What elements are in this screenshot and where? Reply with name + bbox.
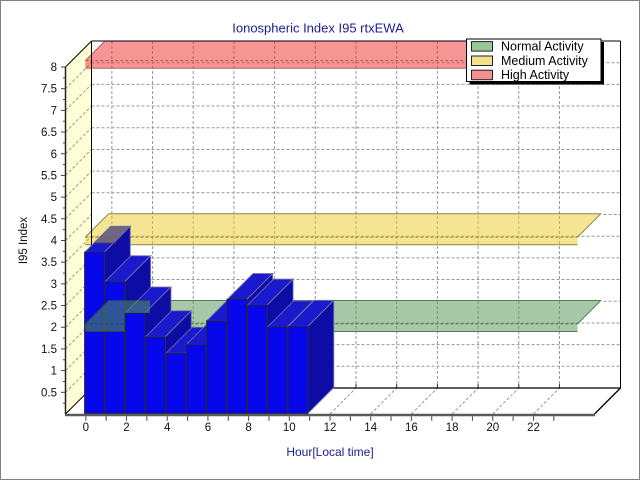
svg-text:5: 5 — [51, 192, 57, 204]
svg-text:Medium Activity: Medium Activity — [501, 54, 589, 68]
svg-text:20: 20 — [486, 422, 499, 434]
svg-text:18: 18 — [446, 422, 459, 434]
svg-text:1.5: 1.5 — [41, 344, 57, 356]
svg-text:3.5: 3.5 — [41, 257, 57, 269]
svg-text:3: 3 — [51, 279, 57, 291]
svg-text:I95 Index: I95 Index — [18, 217, 30, 265]
svg-text:2.5: 2.5 — [41, 301, 57, 313]
svg-text:1: 1 — [51, 366, 57, 378]
svg-text:0.5: 0.5 — [41, 387, 57, 399]
svg-text:Ionospheric Index I95 rtxEWA: Ionospheric Index I95 rtxEWA — [232, 21, 404, 36]
svg-text:Hour[Local time]: Hour[Local time] — [286, 445, 373, 459]
svg-text:High Activity: High Activity — [501, 68, 570, 82]
svg-text:8: 8 — [245, 422, 251, 434]
svg-text:4: 4 — [51, 236, 58, 248]
svg-text:4.5: 4.5 — [41, 214, 57, 226]
svg-text:7.5: 7.5 — [41, 84, 57, 96]
svg-text:6: 6 — [205, 422, 211, 434]
svg-text:6: 6 — [51, 149, 57, 161]
svg-text:22: 22 — [527, 422, 540, 434]
svg-text:14: 14 — [364, 422, 377, 434]
svg-text:8: 8 — [51, 62, 57, 74]
svg-text:6.5: 6.5 — [41, 127, 57, 139]
svg-text:16: 16 — [405, 422, 418, 434]
svg-text:12: 12 — [324, 422, 337, 434]
svg-text:4: 4 — [164, 422, 171, 434]
svg-text:7: 7 — [51, 105, 57, 117]
svg-text:2: 2 — [123, 422, 129, 434]
svg-text:2: 2 — [51, 322, 57, 334]
svg-text:Normal Activity: Normal Activity — [501, 40, 584, 54]
svg-text:10: 10 — [283, 422, 296, 434]
svg-text:0: 0 — [83, 422, 89, 434]
svg-text:5.5: 5.5 — [41, 170, 57, 182]
